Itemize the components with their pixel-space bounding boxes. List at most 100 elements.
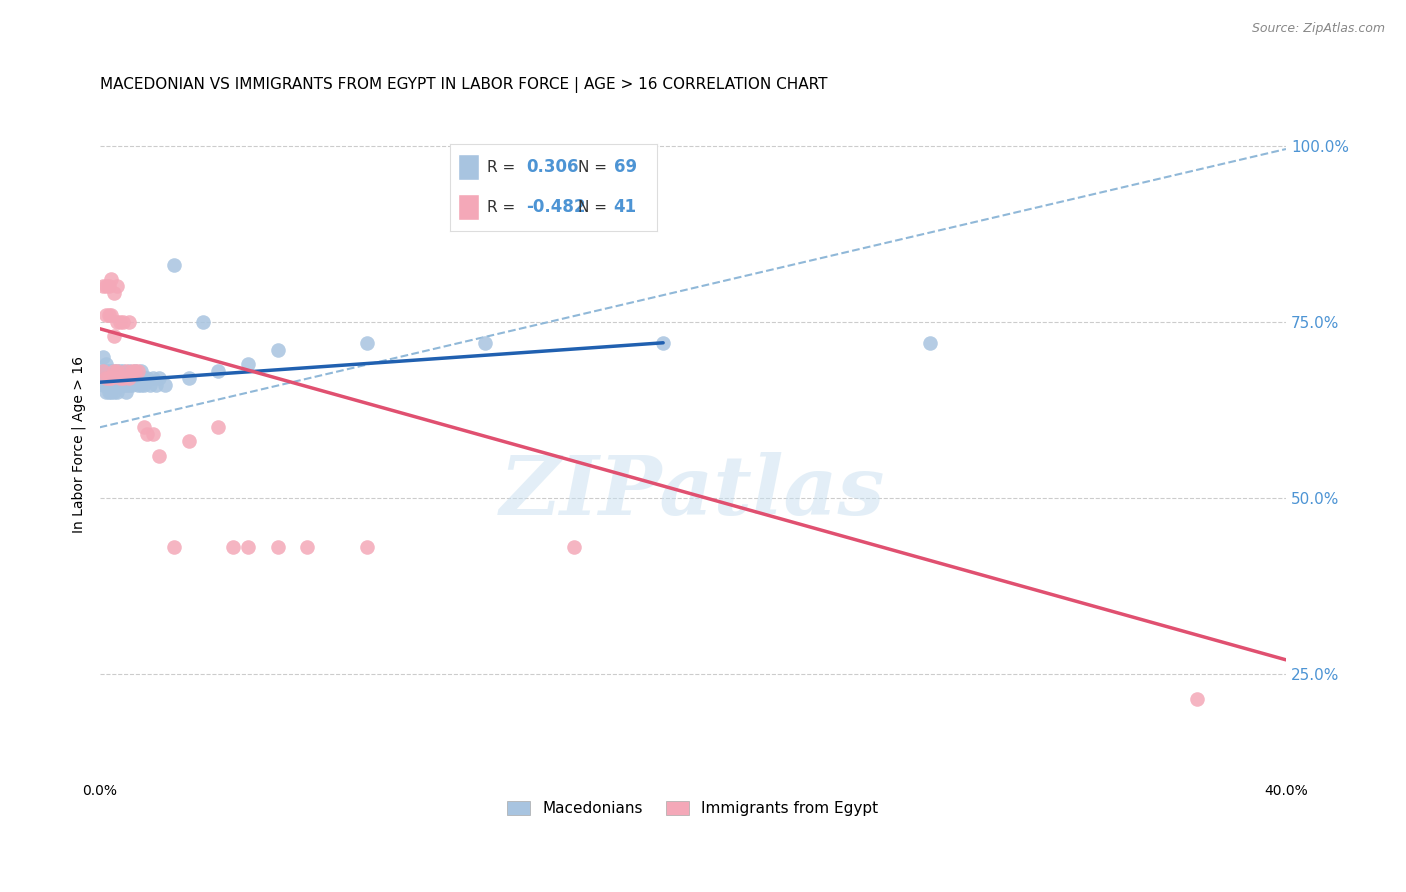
Point (136, 371, 159, 385)
Point (127, 364, 149, 378)
Point (136, 427, 159, 442)
Point (118, 371, 141, 385)
Point (91, 364, 114, 378)
Point (100, 371, 122, 385)
Point (236, 540, 259, 554)
Point (97, 371, 120, 385)
Text: Source: ZipAtlas.com: Source: ZipAtlas.com (1251, 22, 1385, 36)
Point (139, 378, 162, 392)
Point (112, 371, 135, 385)
Point (115, 364, 138, 378)
Point (118, 378, 141, 392)
Point (129, 364, 152, 378)
Point (107, 279, 129, 293)
Point (94, 279, 117, 293)
Point (297, 540, 319, 554)
Point (94, 308, 117, 322)
Point (94, 378, 117, 392)
Point (107, 371, 129, 385)
Point (153, 378, 176, 392)
Point (100, 378, 122, 392)
Point (118, 364, 141, 378)
Point (97, 364, 120, 378)
Point (112, 315, 135, 329)
Point (103, 328, 125, 343)
Text: ZIPatlas: ZIPatlas (501, 451, 886, 532)
Point (97, 371, 120, 385)
Y-axis label: In Labor Force | Age > 16: In Labor Force | Age > 16 (72, 357, 86, 533)
Point (112, 364, 135, 378)
Point (97, 279, 120, 293)
Point (100, 385, 122, 400)
Point (94, 364, 117, 378)
Point (121, 364, 143, 378)
Point (94, 371, 117, 385)
Title: MACEDONIAN VS IMMIGRANTS FROM EGYPT IN LABOR FORCE | AGE > 16 CORRELATION CHART: MACEDONIAN VS IMMIGRANTS FROM EGYPT IN L… (100, 78, 827, 94)
Point (134, 371, 156, 385)
Point (115, 371, 138, 385)
Point (97, 378, 120, 392)
Point (266, 540, 288, 554)
Point (100, 364, 122, 378)
Point (107, 378, 129, 392)
Point (562, 540, 585, 554)
Point (1185, 691, 1208, 706)
Point (118, 371, 141, 385)
Point (134, 378, 156, 392)
Point (129, 378, 152, 392)
Point (163, 540, 186, 554)
Point (103, 385, 125, 400)
Point (91, 350, 114, 364)
Point (100, 308, 122, 322)
Point (148, 449, 170, 463)
Point (97, 371, 120, 385)
Point (103, 364, 125, 378)
Point (121, 378, 143, 392)
Point (121, 371, 143, 385)
Point (100, 272, 122, 286)
Point (124, 364, 146, 378)
Point (356, 540, 378, 554)
Point (103, 378, 125, 392)
Point (110, 378, 132, 392)
Point (91, 279, 114, 293)
Point (100, 378, 122, 392)
Point (97, 308, 120, 322)
Point (177, 434, 200, 449)
Point (110, 371, 132, 385)
Point (100, 364, 122, 378)
Point (177, 371, 200, 385)
Point (107, 315, 129, 329)
Point (110, 364, 132, 378)
Point (207, 364, 229, 378)
Point (103, 364, 125, 378)
Point (356, 335, 378, 350)
Point (103, 371, 125, 385)
Point (236, 357, 259, 371)
Point (124, 371, 146, 385)
Point (94, 357, 117, 371)
Point (103, 286, 125, 301)
Point (266, 343, 288, 357)
Point (112, 378, 135, 392)
Point (134, 420, 156, 434)
Point (142, 427, 165, 442)
Point (107, 364, 129, 378)
Point (94, 385, 117, 400)
Point (142, 371, 165, 385)
Point (145, 378, 167, 392)
Point (103, 371, 125, 385)
Legend: Macedonians, Immigrants from Egypt: Macedonians, Immigrants from Egypt (502, 795, 884, 822)
Point (107, 371, 129, 385)
Point (103, 378, 125, 392)
Point (97, 385, 120, 400)
Point (918, 335, 941, 350)
Point (148, 371, 170, 385)
Point (118, 315, 141, 329)
Point (91, 364, 114, 378)
Point (91, 378, 114, 392)
Point (163, 258, 186, 272)
Point (127, 371, 149, 385)
Point (222, 540, 245, 554)
Point (107, 385, 129, 400)
